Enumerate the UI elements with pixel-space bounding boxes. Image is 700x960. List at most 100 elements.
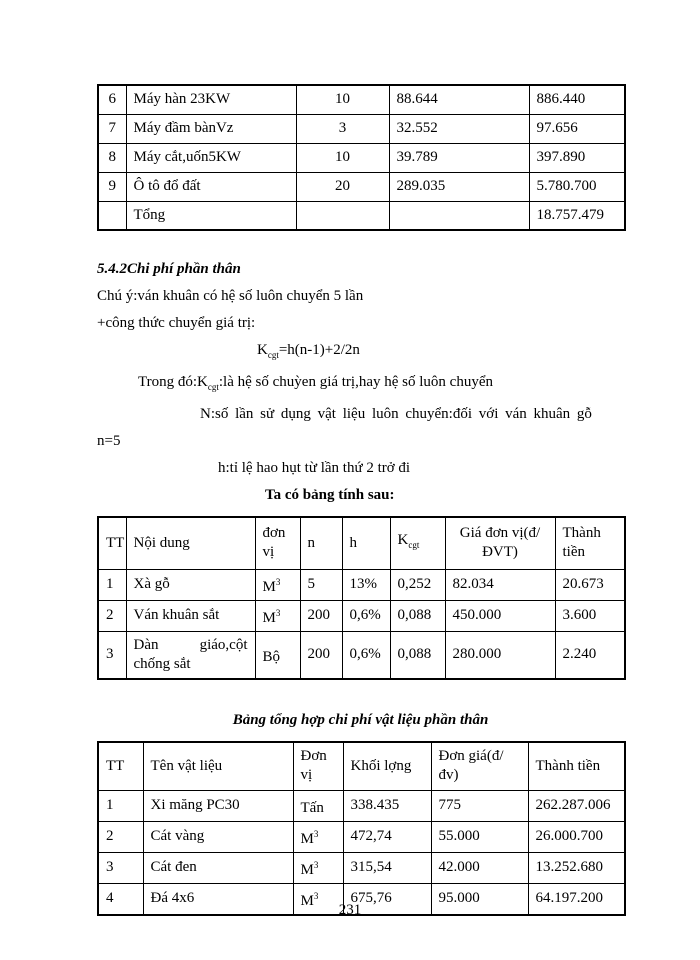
page-content: 6 Máy hàn 23KW 10 88.644 886.440 7 Máy đ… bbox=[97, 84, 626, 916]
cell-tt: 3 bbox=[97, 630, 127, 680]
cell-total: 97.656 bbox=[528, 113, 626, 144]
explain-line-3: n=5 bbox=[97, 433, 121, 449]
cell-kcgt: 0,252 bbox=[389, 568, 446, 601]
cell-price: 42.000 bbox=[430, 851, 529, 884]
cell-unit-price: 88.644 bbox=[388, 84, 530, 115]
cell-total: 18.757.479 bbox=[528, 200, 626, 231]
cell-unit-price: 39.789 bbox=[388, 142, 530, 173]
explain-1-subscript: cgt bbox=[207, 382, 219, 392]
cell-qty: 472,74 bbox=[342, 820, 432, 853]
cell-tt: 7 bbox=[97, 113, 127, 144]
cell-name: Máy cắt,uốn5KW bbox=[125, 142, 297, 173]
header-h: h bbox=[341, 516, 391, 570]
unit-sup: 3 bbox=[313, 828, 319, 839]
cell-price: 95.000 bbox=[430, 882, 529, 915]
cell-unit: M3 bbox=[254, 599, 301, 632]
cell-price: 55.000 bbox=[430, 820, 529, 853]
formula-base: K bbox=[257, 342, 268, 358]
formula-line: Kcgt=h(n-1)+2/2n bbox=[97, 337, 624, 369]
cell-n: 200 bbox=[299, 630, 343, 680]
cell-tt: 3 bbox=[97, 851, 144, 884]
cell-total: 13.252.680 bbox=[527, 851, 626, 884]
unit-base: Bộ bbox=[262, 648, 281, 665]
cell-qty: 3 bbox=[295, 113, 390, 144]
cell-n: 5 bbox=[299, 568, 343, 601]
cell-noi-dung: Ván khuân sắt bbox=[125, 599, 256, 632]
cell-n: 200 bbox=[299, 599, 343, 632]
cell-name: Máy hàn 23KW bbox=[125, 84, 297, 115]
cell-gia: 82.034 bbox=[444, 568, 556, 601]
table-header-row: TT Tên vật liệu Đơn vị Khối lợng Đơn giá… bbox=[97, 741, 626, 791]
cell-tt: 2 bbox=[97, 599, 127, 632]
cell-qty bbox=[295, 200, 390, 231]
cell-kcgt: 0,088 bbox=[389, 630, 446, 680]
table-row: 3 Cát đen M3 315,54 42.000 13.252.680 bbox=[97, 851, 626, 884]
header-thanh-tien: Thành tiền bbox=[527, 741, 626, 791]
cell-total: 26.000.700 bbox=[527, 820, 626, 853]
cell-tt: 1 bbox=[97, 789, 144, 822]
table-row: 4 Đá 4x6 M3 675,76 95.000 64.197.200 bbox=[97, 882, 626, 915]
unit-sup: 3 bbox=[313, 859, 319, 870]
cell-qty: 315,54 bbox=[342, 851, 432, 884]
cell-name: Ô tô đổ đất bbox=[125, 171, 297, 202]
cell-unit: M3 bbox=[292, 851, 344, 884]
cell-h: 13% bbox=[341, 568, 391, 601]
cell-thanh-tien: 20.673 bbox=[554, 568, 626, 601]
unit-base: M bbox=[262, 609, 276, 626]
cell-tt bbox=[97, 200, 127, 231]
cell-unit-price: 32.552 bbox=[388, 113, 530, 144]
cell-unit: M3 bbox=[254, 568, 301, 601]
formula-rest: =h(n-1)+2/2n bbox=[278, 342, 360, 358]
material-cost-table: TT Tên vật liệu Đơn vị Khối lợng Đơn giá… bbox=[97, 741, 626, 916]
header-don-gia: Đơn giá(đ/đv) bbox=[430, 741, 529, 791]
cell-thanh-tien: 3.600 bbox=[554, 599, 626, 632]
table-header-row: TT Nội dung đơn vị n h Kcgt Giá đơn vị(đ… bbox=[97, 516, 626, 570]
cell-total: 64.197.200 bbox=[527, 882, 626, 915]
cell-gia: 450.000 bbox=[444, 599, 556, 632]
table-row: 1 Xà gỗ M3 5 13% 0,252 82.034 20.673 bbox=[97, 568, 626, 601]
cell-unit: Bộ bbox=[254, 630, 301, 680]
cell-total: 886.440 bbox=[528, 84, 626, 115]
explain-1-rest: :là hệ số chuỳen giá trị,hay hệ số luôn … bbox=[218, 374, 493, 390]
explain-line-1: Trong đó:Kcgt:là hệ số chuỳen giá trị,ha… bbox=[97, 369, 624, 401]
cell-name: Tổng bbox=[125, 200, 297, 231]
cell-tt: 8 bbox=[97, 142, 127, 173]
table-row: 8 Máy cắt,uốn5KW 10 39.789 397.890 bbox=[97, 142, 626, 173]
unit-base: M bbox=[300, 830, 314, 847]
material-table-caption: Bảng tổng hợp chi phí vật liệu phần thân bbox=[232, 712, 489, 728]
cell-tt: 4 bbox=[97, 882, 144, 915]
header-noi-dung: Nội dung bbox=[125, 516, 256, 570]
cell-tt: 9 bbox=[97, 171, 127, 202]
note-line: Chú ý:ván khuân có hệ số luôn chuyển 5 l… bbox=[97, 288, 364, 304]
header-gia-don-vi: Giá đơn vị(đ/ĐVT) bbox=[444, 516, 556, 570]
cell-price: 775 bbox=[430, 789, 529, 822]
unit-base: M bbox=[300, 892, 314, 909]
cell-tt: 1 bbox=[97, 568, 127, 601]
cell-h: 0,6% bbox=[341, 599, 391, 632]
kcgt-base: K bbox=[397, 532, 409, 549]
section-heading: 5.4.2Chi phí phần thân bbox=[97, 261, 241, 277]
cell-name: Cát vàng bbox=[142, 820, 294, 853]
cell-total: 397.890 bbox=[528, 142, 626, 173]
machine-cost-table: 6 Máy hàn 23KW 10 88.644 886.440 7 Máy đ… bbox=[97, 84, 626, 231]
table-row: 2 Ván khuân sắt M3 200 0,6% 0,088 450.00… bbox=[97, 599, 626, 632]
unit-sup: 3 bbox=[313, 890, 319, 901]
cell-noi-dung: Dàn giáo,cột chống sắt bbox=[125, 630, 256, 680]
cell-total: 262.287.006 bbox=[527, 789, 626, 822]
formula-intro: +công thức chuyển giá trị: bbox=[97, 315, 256, 331]
table-row: 9 Ô tô đổ đất 20 289.035 5.780.700 bbox=[97, 171, 626, 202]
formula-subscript: cgt bbox=[267, 350, 279, 360]
cell-h: 0,6% bbox=[341, 630, 391, 680]
cell-qty: 10 bbox=[295, 84, 390, 115]
cell-unit-price bbox=[388, 200, 530, 231]
header-tt: TT bbox=[97, 741, 144, 791]
cell-unit: Tấn bbox=[292, 789, 344, 822]
section-text: 5.4.2Chi phí phần thân Chú ý:ván khuân c… bbox=[97, 256, 624, 509]
kcgt-subscript: cgt bbox=[408, 540, 420, 551]
header-don-vi: Đơn vị bbox=[292, 741, 344, 791]
explain-1-prefix: Trong đó:K bbox=[138, 374, 208, 390]
cell-noi-dung: Xà gỗ bbox=[125, 568, 256, 601]
unit-base: Tấn bbox=[300, 799, 324, 816]
table-row: 2 Cát vàng M3 472,74 55.000 26.000.700 bbox=[97, 820, 626, 853]
